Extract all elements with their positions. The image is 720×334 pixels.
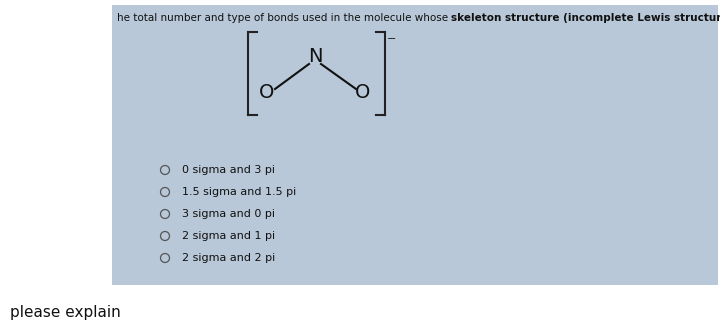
- Text: O: O: [355, 84, 371, 103]
- FancyBboxPatch shape: [0, 290, 720, 334]
- Text: N: N: [307, 47, 323, 66]
- FancyBboxPatch shape: [112, 5, 718, 285]
- Text: 3 sigma and 0 pi: 3 sigma and 0 pi: [182, 209, 275, 219]
- Text: he total number and type of bonds used in the molecule whose: he total number and type of bonds used i…: [117, 13, 451, 23]
- Text: please explain: please explain: [10, 305, 121, 320]
- Text: 1.5 sigma and 1.5 pi: 1.5 sigma and 1.5 pi: [182, 187, 296, 197]
- Text: skeleton structure (incomplete Lewis structure): skeleton structure (incomplete Lewis str…: [451, 13, 720, 23]
- Text: −: −: [387, 34, 397, 44]
- Text: 2 sigma and 1 pi: 2 sigma and 1 pi: [182, 231, 275, 241]
- Text: 2 sigma and 2 pi: 2 sigma and 2 pi: [182, 253, 275, 263]
- Text: 0 sigma and 3 pi: 0 sigma and 3 pi: [182, 165, 275, 175]
- Text: O: O: [259, 84, 275, 103]
